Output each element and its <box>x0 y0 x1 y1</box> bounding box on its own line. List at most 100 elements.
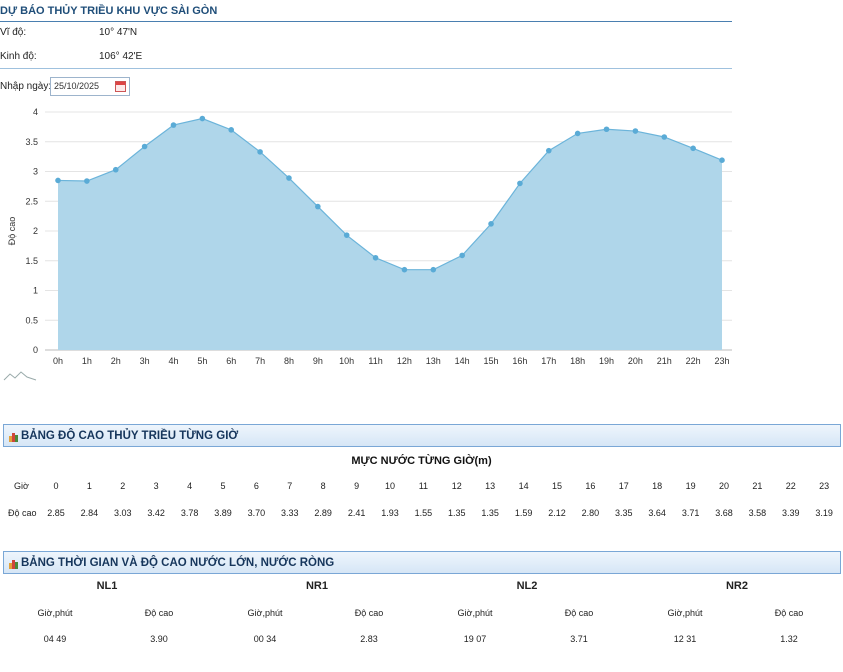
height-cell: 1.35 <box>481 508 499 518</box>
y-tick-label: 0 <box>33 345 38 355</box>
x-tick-label: 22h <box>686 356 701 366</box>
calendar-icon[interactable] <box>115 81 126 92</box>
data-point <box>719 157 725 163</box>
data-point <box>632 128 639 134</box>
height-cell: 3.70 <box>247 508 266 518</box>
hour-cell: 2 <box>120 481 126 491</box>
section-icon <box>9 560 18 569</box>
hour-cell: 1 <box>86 481 92 491</box>
y-tick-label: 1.5 <box>25 256 38 266</box>
x-tick-label: 5h <box>197 356 207 366</box>
data-point <box>690 145 696 152</box>
height-cell: 1.55 <box>414 508 433 518</box>
group-name: NR1 <box>305 580 329 592</box>
longitude-label: Kinh độ: <box>0 51 37 62</box>
data-point <box>55 177 61 184</box>
data-point <box>661 134 668 140</box>
hour-cell: 8 <box>320 481 326 491</box>
height-value: 2.83 <box>360 634 378 644</box>
height-cell: 3.42 <box>147 508 165 518</box>
height-cell: 3.58 <box>748 508 767 518</box>
group-name: NL2 <box>516 580 538 592</box>
hour-cell: 16 <box>585 481 596 491</box>
height-cell: 3.78 <box>180 508 199 518</box>
height-header: Độ cao <box>564 608 594 618</box>
hour-cell: 5 <box>220 481 226 491</box>
y-tick-label: 3 <box>33 167 38 177</box>
height-cell: 3.19 <box>815 508 833 518</box>
x-tick-label: 18h <box>570 356 585 366</box>
height-row-label: Độ cao <box>8 508 37 518</box>
date-label: Nhập ngày: <box>0 81 52 92</box>
time-header: Giờ,phút <box>457 608 493 618</box>
height-cell: 1.59 <box>514 508 533 518</box>
hour-cell: 19 <box>685 481 696 491</box>
height-cell: 3.03 <box>114 508 132 518</box>
page-title: DỰ BÁO THỦY TRIỀU KHU VỰC SÀI GÒN <box>0 5 218 17</box>
time-value: 04 49 <box>43 634 67 644</box>
y-tick-label: 2.5 <box>25 196 38 206</box>
hour-cell: 12 <box>451 481 462 491</box>
height-cell: 3.33 <box>281 508 299 518</box>
data-point <box>545 147 552 154</box>
height-value: 3.71 <box>570 634 588 644</box>
x-tick-label: 3h <box>140 356 150 366</box>
hour-cell: 13 <box>485 481 496 491</box>
hour-cell: 20 <box>718 481 730 491</box>
x-tick-label: 0h <box>53 356 63 366</box>
data-point <box>257 149 263 155</box>
group-name: NL1 <box>96 580 118 592</box>
data-point <box>286 175 292 181</box>
data-point <box>517 180 523 187</box>
x-tick-label: 15h <box>484 356 499 366</box>
x-tick-label: 8h <box>284 356 294 366</box>
date-input[interactable]: 25/10/2025 <box>50 77 130 96</box>
x-tick-label: 10h <box>339 356 354 366</box>
latitude-value: 10° 47'N <box>99 27 138 38</box>
x-tick-label: 14h <box>455 356 470 366</box>
data-point <box>401 266 408 273</box>
hour-cell: 6 <box>253 481 259 491</box>
y-tick-label: 1 <box>33 286 38 296</box>
chart-logo-icon <box>3 371 37 381</box>
height-header: Độ cao <box>354 608 384 618</box>
x-tick-label: 20h <box>628 356 643 366</box>
info-divider <box>0 68 732 69</box>
x-tick-label: 13h <box>426 356 441 366</box>
time-value: 19 07 <box>463 634 487 644</box>
x-tick-label: 2h <box>111 356 121 366</box>
x-tick-label: 7h <box>255 356 265 366</box>
hour-cell: 15 <box>551 481 563 491</box>
hour-cell: 22 <box>785 481 796 491</box>
longitude-value: 106° 42'E <box>99 51 143 62</box>
hour-cell: 9 <box>354 481 360 491</box>
hour-cell: 3 <box>153 481 159 491</box>
tide-line <box>57 117 723 271</box>
height-row: Độ cao 2.85 2.84 3.03 3.42 3.78 3.89 3.70 3.33 2… <box>0 508 843 522</box>
data-point <box>315 203 321 210</box>
data-point <box>459 252 465 259</box>
data-point <box>488 221 494 227</box>
height-value: 1.32 <box>780 634 798 644</box>
x-tick-label: 6h <box>226 356 236 366</box>
data-point <box>228 127 235 133</box>
time-header: Giờ,phút <box>37 608 73 618</box>
hour-row-label: Giờ <box>14 481 29 491</box>
height-value: 3.90 <box>150 634 168 644</box>
height-cell: 2.12 <box>548 508 566 518</box>
x-tick-label: 19h <box>599 356 614 366</box>
y-tick-label: 2 <box>33 226 38 236</box>
data-point <box>84 178 90 184</box>
data-point <box>199 115 206 122</box>
time-header: Giờ,phút <box>247 608 283 618</box>
x-tick-label: 11h <box>368 356 382 366</box>
hour-cell: 11 <box>418 481 429 491</box>
hour-row: Giờ 0 1 2 3 4 5 6 7 8 9 10 11 12 13 14 15 16 17 18 19 20 21 22… <box>0 481 843 495</box>
data-point <box>112 166 119 173</box>
data-point <box>170 122 177 128</box>
height-cell: 3.39 <box>782 508 800 518</box>
x-tick-label: 23h <box>714 356 729 366</box>
hour-cell: 10 <box>384 481 396 491</box>
y-tick-label: 3.5 <box>25 137 38 147</box>
x-tick-label: 17h <box>541 356 556 366</box>
